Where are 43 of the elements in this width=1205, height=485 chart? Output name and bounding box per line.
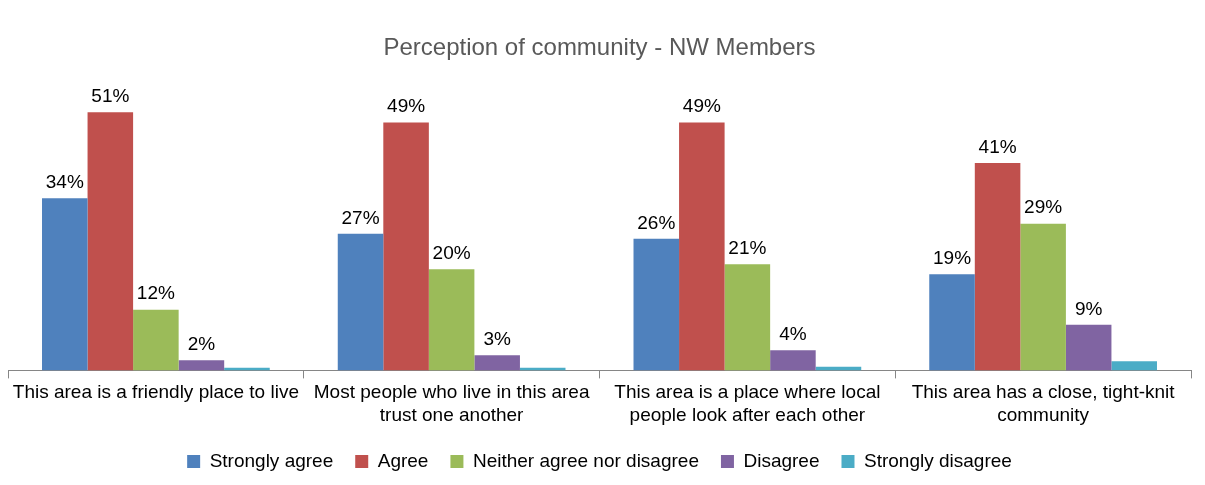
bar — [1020, 223, 1066, 371]
legend-label: Disagree — [743, 449, 820, 471]
bar — [42, 198, 88, 371]
data-label: 34% — [45, 171, 84, 193]
data-label: 26% — [637, 211, 676, 233]
data-label: 4% — [779, 322, 807, 344]
bar — [428, 269, 475, 371]
data-label: 19% — [933, 246, 972, 268]
bar — [133, 309, 179, 371]
data-label: 41% — [978, 135, 1017, 157]
bar — [1065, 324, 1112, 371]
legend-label: Neither agree nor disagree — [472, 449, 699, 471]
x-tick-label: This area is a friendly place to live — [12, 381, 299, 403]
legend-label: Strongly agree — [209, 449, 334, 471]
x-tick-label: Most people who live in this area trust one another — [313, 381, 590, 425]
chart-title: Perception of community - NW Members — [383, 33, 816, 61]
bar — [178, 360, 225, 371]
bar — [87, 112, 134, 371]
data-label: 3% — [483, 327, 511, 349]
data-label: 20% — [432, 241, 471, 263]
data-label: 49% — [682, 95, 721, 117]
bar — [474, 355, 520, 371]
data-label: 27% — [341, 206, 380, 228]
x-tick-label: This area has a close, tight-knit community — [911, 381, 1176, 425]
legend-label: Agree — [377, 449, 429, 471]
data-label: 21% — [728, 236, 767, 258]
bar — [974, 162, 1021, 371]
data-label: 12% — [136, 282, 175, 304]
legend-label: Strongly disagree — [863, 449, 1012, 471]
data-label: 29% — [1024, 196, 1063, 218]
bar — [633, 238, 680, 371]
bar — [770, 350, 816, 371]
bar — [383, 122, 429, 371]
data-label: 51% — [91, 85, 130, 107]
data-label: 2% — [187, 333, 216, 355]
bar — [679, 122, 725, 371]
data-label: 9% — [1074, 297, 1103, 319]
bar — [724, 264, 771, 371]
bar — [1111, 361, 1157, 371]
bar — [337, 233, 384, 371]
x-tick-label: This area is a place where local people look after each other — [614, 381, 881, 425]
bar — [929, 274, 975, 371]
data-label: 49% — [387, 95, 426, 117]
